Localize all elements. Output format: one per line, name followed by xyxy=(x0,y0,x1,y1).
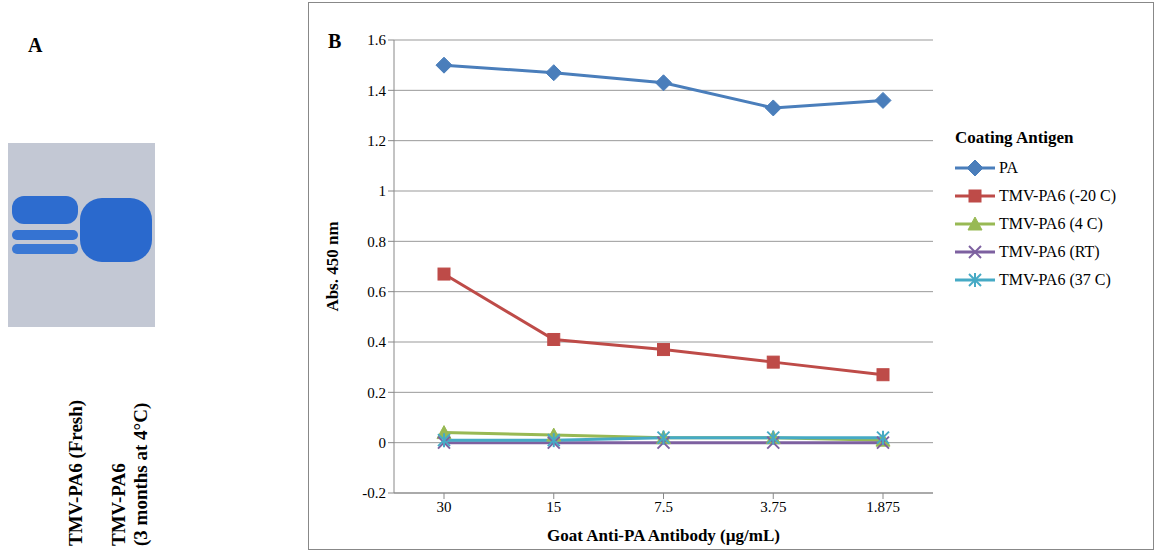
svg-text:Goat Anti-PA Antibody (µg/mL): Goat Anti-PA Antibody (µg/mL) xyxy=(547,526,780,545)
svg-text:(3 months at 4°C): (3 months at 4°C) xyxy=(130,403,152,546)
svg-text:1.4: 1.4 xyxy=(367,83,386,99)
svg-text:-0.2: -0.2 xyxy=(362,485,386,501)
svg-text:0.8: 0.8 xyxy=(367,234,386,250)
svg-text:0: 0 xyxy=(379,435,387,451)
html-text:B: B xyxy=(328,30,342,52)
html-text:TMV-PA6 (-20 C): TMV-PA6 (-20 C) xyxy=(999,187,1117,204)
svg-text:30: 30 xyxy=(437,499,452,515)
svg-text:1.2: 1.2 xyxy=(367,133,386,149)
html-text:PA: PA xyxy=(999,159,1018,176)
svg-text:1.6: 1.6 xyxy=(367,32,386,48)
html-text:Coating Antigen: Coating Antigen xyxy=(955,128,1074,147)
svg-text:0.4: 0.4 xyxy=(367,334,386,350)
svg-text:1.875: 1.875 xyxy=(866,499,900,515)
svg-text:15: 15 xyxy=(546,499,561,515)
svg-text:Abs. 450 nm: Abs. 450 nm xyxy=(323,221,342,311)
html-text:TMV-PA6 (4 C): TMV-PA6 (4 C) xyxy=(999,215,1103,232)
svg-text:0.6: 0.6 xyxy=(367,284,386,300)
svg-text:0.2: 0.2 xyxy=(367,385,386,401)
html-text:TMV-PA6 (RT): TMV-PA6 (RT) xyxy=(999,243,1100,260)
svg-text:3.75: 3.75 xyxy=(760,499,786,515)
html-text:TMV-PA6 (37 C): TMV-PA6 (37 C) xyxy=(999,271,1111,288)
svg-text:1: 1 xyxy=(379,183,387,199)
svg-text:A: A xyxy=(28,34,43,56)
svg-text:7.5: 7.5 xyxy=(654,499,673,515)
svg-text:TMV-PA6 (Fresh): TMV-PA6 (Fresh) xyxy=(65,400,87,546)
svg-text:TMV-PA6: TMV-PA6 xyxy=(108,463,129,546)
